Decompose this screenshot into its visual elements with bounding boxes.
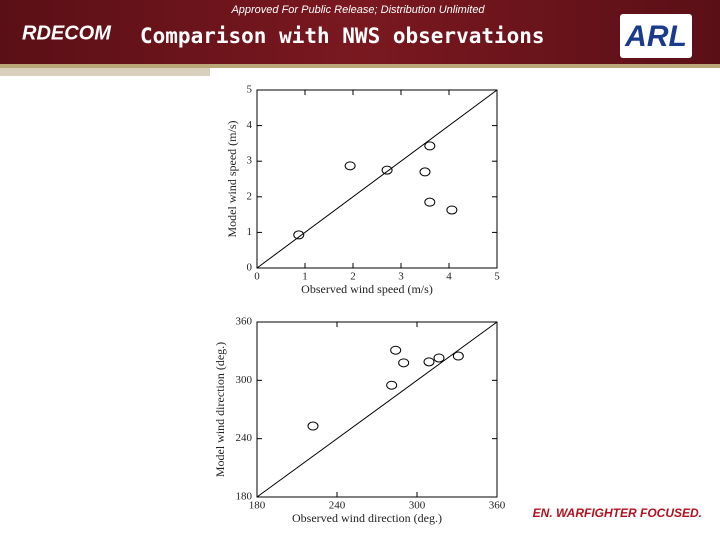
data-point (307, 421, 319, 431)
footer-tagline: EN. WARFIGHTER FOCUSED. (533, 506, 702, 520)
y-tick-label: 300 (236, 374, 253, 386)
data-point (446, 205, 458, 215)
data-point (424, 197, 436, 207)
data-point (398, 358, 410, 368)
data-point (293, 230, 305, 240)
x-tick-label: 360 (489, 500, 506, 512)
y-tick-label: 360 (236, 316, 253, 328)
y-tick-label: 3 (247, 155, 253, 167)
y-tick-label: 4 (247, 119, 253, 131)
x-axis-label: Observed wind speed (m/s) (301, 282, 433, 296)
plot-frame (256, 89, 498, 269)
x-tick-label: 4 (446, 271, 452, 283)
data-point (344, 161, 356, 171)
x-tick-label: 300 (409, 500, 426, 512)
x-tick-label: 5 (494, 271, 500, 283)
y-tick-label: 0 (247, 262, 253, 274)
data-point (452, 351, 464, 361)
header-rule-2 (0, 68, 210, 76)
header-band (0, 0, 720, 64)
y-axis-label: Model wind speed (m/s) (225, 121, 239, 238)
slide-title: Comparison with NWS observations (140, 24, 545, 48)
notice: Approved For Public Release; Distributio… (230, 4, 485, 16)
y-axis-label: Model wind direction (deg.) (213, 342, 227, 477)
y-tick-label: 2 (247, 190, 253, 202)
x-tick-label: 1 (302, 271, 308, 283)
y-tick-label: 1 (247, 226, 253, 238)
x-tick-label: 3 (398, 271, 404, 283)
right-logo: ARL (624, 20, 687, 53)
header-rule (0, 64, 720, 68)
right-logo-bg (620, 14, 692, 58)
left-logo: RDECOM (22, 22, 112, 44)
data-point (419, 167, 431, 177)
identity-line (256, 321, 498, 498)
data-point (433, 353, 445, 363)
data-point (424, 141, 436, 151)
plot-frame (256, 321, 498, 498)
data-point (390, 345, 402, 355)
identity-line (256, 89, 498, 269)
x-tick-label: 180 (249, 500, 266, 512)
y-tick-label: 240 (236, 432, 253, 444)
x-tick-label: 2 (350, 271, 356, 283)
y-tick-label: 180 (236, 491, 253, 503)
x-tick-label: 240 (329, 500, 346, 512)
x-tick-label: 0 (254, 271, 260, 283)
y-tick-label: 5 (247, 84, 253, 96)
data-point (423, 357, 435, 367)
x-axis-label: Observed wind direction (deg.) (292, 511, 442, 525)
data-point (381, 165, 393, 175)
data-point (386, 380, 398, 390)
